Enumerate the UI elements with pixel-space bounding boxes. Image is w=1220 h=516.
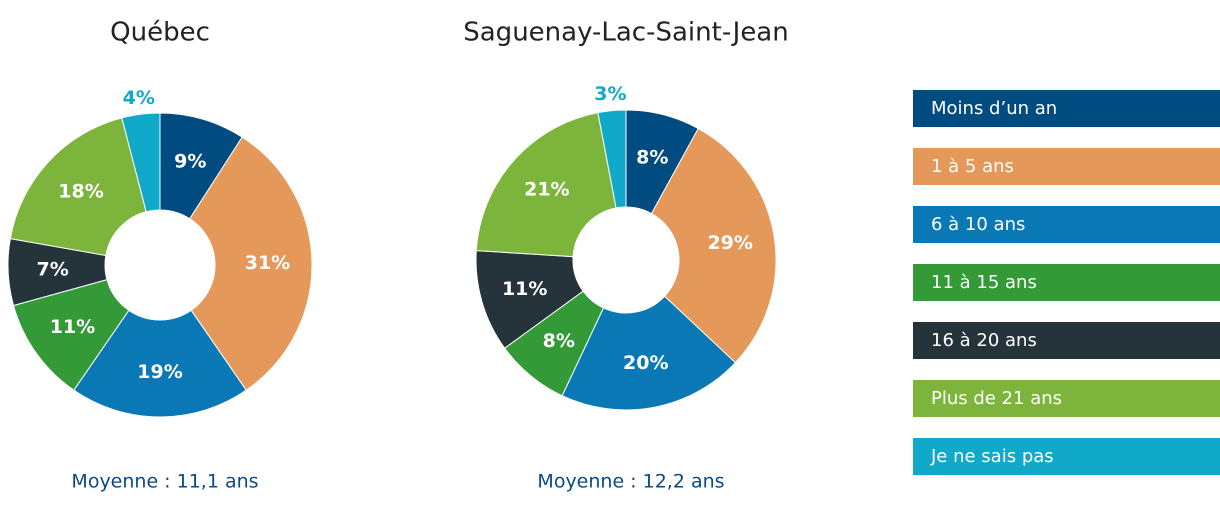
value-label: 8% xyxy=(543,330,575,352)
legend-swatch xyxy=(913,264,1220,301)
value-label: 3% xyxy=(594,83,626,105)
value-label: 19% xyxy=(137,361,182,383)
slice xyxy=(650,127,777,364)
value-label: 11% xyxy=(502,278,547,300)
slice xyxy=(475,112,617,258)
legend-label: Moins d’un an xyxy=(931,98,1057,119)
value-label: 7% xyxy=(36,259,68,281)
legend-label: 16 à 20 ans xyxy=(931,330,1037,351)
legend-swatch xyxy=(913,438,1220,475)
annotation: Moyenne : 12,2 ans xyxy=(537,471,724,493)
legend-swatch xyxy=(913,148,1220,185)
legend-swatch xyxy=(913,90,1220,127)
value-label: 29% xyxy=(707,232,752,254)
slice xyxy=(189,136,313,391)
slice xyxy=(597,109,627,209)
slice xyxy=(73,309,247,418)
legend-swatch xyxy=(913,380,1220,417)
value-label: 21% xyxy=(524,179,569,201)
annotation: Moyenne : 11,1 ans xyxy=(71,471,258,493)
value-label: 9% xyxy=(174,150,206,172)
slice xyxy=(9,117,147,257)
legend-label: Plus de 21 ans xyxy=(931,388,1062,409)
chart-title: Québec xyxy=(110,18,210,48)
value-label: 18% xyxy=(58,181,103,203)
value-label: 31% xyxy=(245,252,290,274)
value-label: 4% xyxy=(123,87,155,109)
value-label: 8% xyxy=(636,146,668,168)
legend-label: Je ne sais pas xyxy=(930,446,1054,467)
legend-label: 1 à 5 ans xyxy=(931,156,1014,177)
chart-title: Saguenay-Lac-Saint-Jean xyxy=(463,18,788,48)
slice xyxy=(561,295,737,411)
value-label: 11% xyxy=(50,316,95,338)
value-label: 20% xyxy=(623,352,668,374)
legend-label: 11 à 15 ans xyxy=(931,272,1037,293)
slice xyxy=(121,112,161,213)
legend-swatch xyxy=(913,322,1220,359)
legend-swatch xyxy=(913,206,1220,243)
legend-label: 6 à 10 ans xyxy=(931,214,1025,235)
